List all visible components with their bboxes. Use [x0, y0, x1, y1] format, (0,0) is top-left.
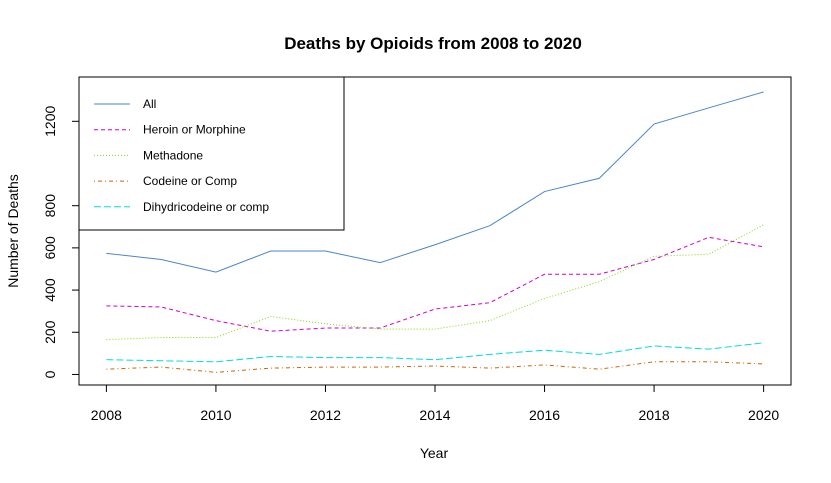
x-tick-label: 2016 — [529, 407, 560, 423]
legend-label: Dihydricodeine or comp — [143, 200, 269, 214]
y-axis: 0 200 400 600 800 1200 — [42, 106, 80, 378]
y-tick-label: 1200 — [42, 106, 58, 137]
series-group — [106, 91, 764, 373]
x-tick-label: 2018 — [638, 407, 669, 423]
x-tick-label: 2010 — [200, 407, 231, 423]
x-tick-label: 2020 — [748, 407, 779, 423]
series-line-1 — [106, 91, 764, 273]
y-tick-label: 200 — [42, 320, 58, 344]
x-tick-label: 2008 — [91, 407, 122, 423]
legend-label: Heroin or Morphine — [143, 123, 246, 137]
chart-title: Deaths by Opioids from 2008 to 2020 — [284, 34, 582, 53]
series-line-2 — [106, 236, 764, 332]
y-tick-label: 800 — [42, 194, 58, 218]
legend-label: All — [143, 97, 156, 111]
legend-box — [78, 76, 345, 231]
y-tick-label: 600 — [42, 236, 58, 260]
series-line-5 — [106, 342, 764, 363]
legend-label: Codeine or Comp — [143, 174, 237, 188]
series-line-4 — [106, 361, 764, 373]
x-axis-label: Year — [420, 445, 449, 461]
x-tick-label: 2012 — [310, 407, 341, 423]
y-axis-label: Number of Deaths — [5, 174, 21, 288]
series-line-3 — [106, 224, 764, 341]
x-tick-label: 2014 — [419, 407, 450, 423]
legend-label: Methadone — [143, 148, 203, 162]
legend: All Heroin or Morphine Methadone Codeine or… — [78, 76, 345, 231]
y-tick-label: 400 — [42, 278, 58, 302]
y-tick-label: 0 — [42, 370, 58, 378]
x-axis: 2008 2010 2012 2014 2016 2018 2020 — [91, 384, 779, 423]
